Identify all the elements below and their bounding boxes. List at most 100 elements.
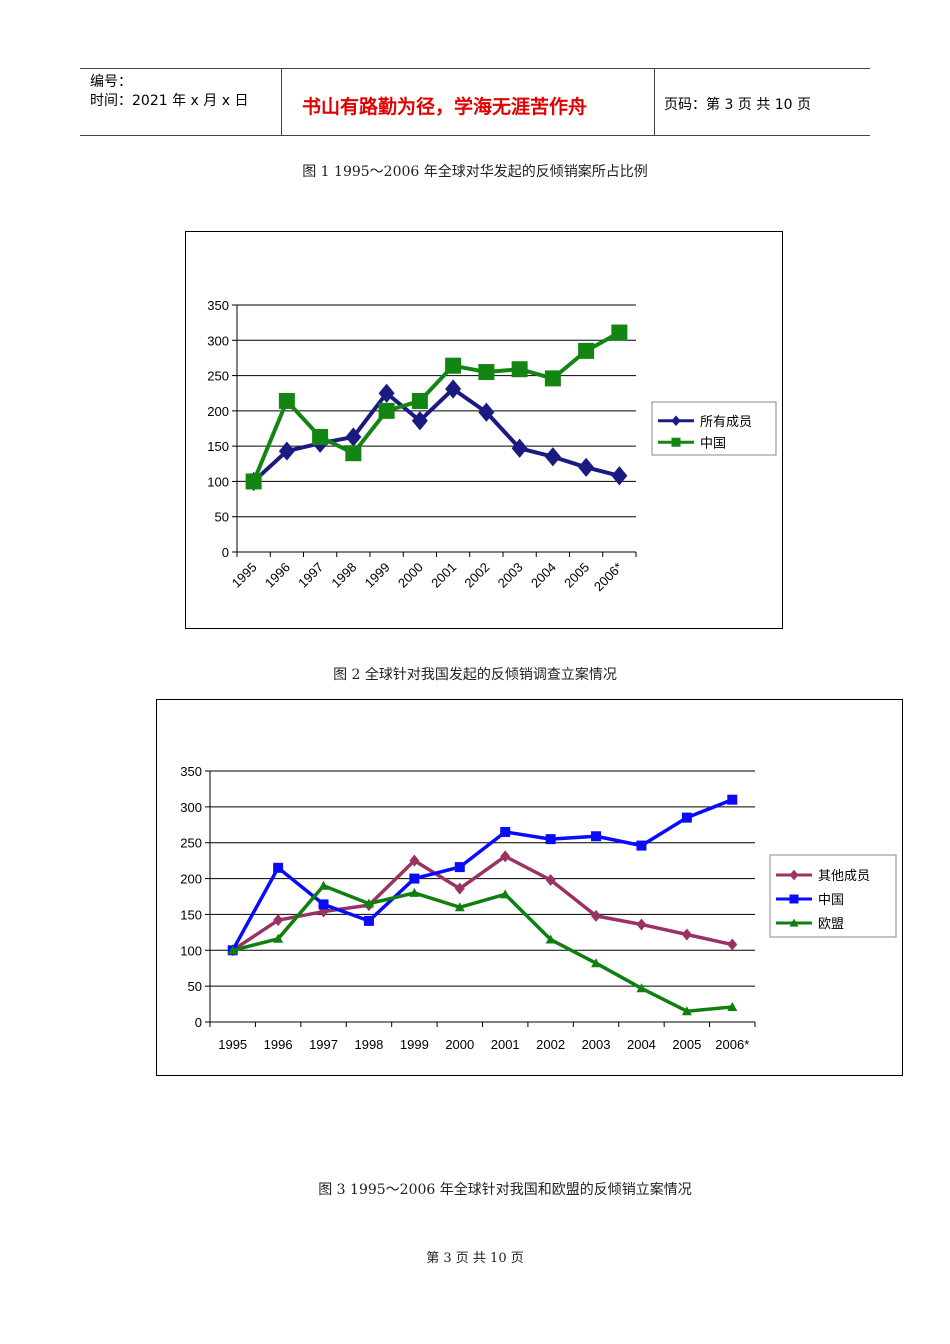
y-tick-label: 250 <box>207 369 229 384</box>
marker <box>591 909 602 922</box>
marker <box>611 324 628 341</box>
marker <box>478 364 495 381</box>
x-tick-label: 2000 <box>445 1037 474 1052</box>
x-tick-label: 1997 <box>309 1037 338 1052</box>
marker <box>273 914 284 927</box>
marker <box>636 840 647 851</box>
marker <box>312 428 329 445</box>
motto: 书山有路勤为径，学海无涯苦作舟 <box>302 96 588 118</box>
marker <box>681 1006 692 1016</box>
marker <box>454 862 465 873</box>
marker <box>318 899 329 910</box>
y-tick-label: 350 <box>180 764 202 779</box>
x-tick-label: 2005 <box>672 1037 701 1052</box>
y-tick-label: 50 <box>188 979 202 994</box>
marker <box>500 826 511 837</box>
y-tick-label: 300 <box>207 333 229 348</box>
marker <box>245 473 262 490</box>
marker <box>500 850 511 863</box>
header-rule-bottom <box>80 135 870 136</box>
marker <box>345 445 362 462</box>
footer: 第 3 页 共 10 页 <box>426 1251 524 1266</box>
legend-label: 其他成员 <box>818 868 870 883</box>
marker <box>591 831 602 842</box>
marker <box>318 880 329 890</box>
marker <box>454 882 465 895</box>
marker <box>409 873 420 884</box>
x-tick-label: 2004 <box>627 1037 656 1052</box>
marker <box>789 918 799 927</box>
legend-label: 所有成员 <box>700 414 752 429</box>
marker <box>636 918 647 931</box>
y-tick-label: 150 <box>207 439 229 454</box>
caption: 图 3 1995～2006 年全球针对我国和欧盟的反倾销立案情况 <box>318 1182 692 1198</box>
legend-label: 欧盟 <box>818 916 844 931</box>
marker <box>378 383 395 403</box>
marker <box>591 958 602 968</box>
marker <box>273 862 284 873</box>
y-tick-label: 0 <box>222 545 229 560</box>
marker <box>227 945 238 955</box>
x-tick-label: 2003 <box>582 1037 611 1052</box>
marker <box>378 402 395 419</box>
marker <box>727 794 738 805</box>
marker <box>681 928 692 941</box>
marker <box>511 438 528 458</box>
x-tick-label: 2001 <box>491 1037 520 1052</box>
marker <box>409 887 420 897</box>
marker <box>500 889 511 899</box>
header-rule-top <box>80 68 870 69</box>
x-tick-label: 1995 <box>218 1037 247 1052</box>
caption: 图 2 全球针对我国发起的反倾销调查立案情况 <box>333 667 617 683</box>
marker <box>545 934 556 944</box>
legend-label: 中国 <box>818 892 844 907</box>
y-tick-label: 200 <box>180 872 202 887</box>
marker <box>681 812 692 823</box>
page-info: 页码：第 3 页 共 10 页 <box>664 97 811 113</box>
y-tick-label: 200 <box>207 404 229 419</box>
series-line <box>231 854 733 952</box>
marker <box>273 933 284 943</box>
marker <box>727 938 738 951</box>
marker <box>454 902 465 912</box>
marker <box>445 357 462 374</box>
marker <box>363 898 374 908</box>
marker <box>578 457 595 477</box>
header-divider <box>281 68 282 135</box>
header-divider <box>654 68 655 135</box>
marker <box>789 869 799 881</box>
marker <box>363 915 374 926</box>
y-tick-label: 300 <box>180 800 202 815</box>
marker <box>636 983 647 993</box>
y-tick-label: 250 <box>180 836 202 851</box>
marker <box>578 342 595 359</box>
marker <box>789 894 799 904</box>
x-tick-label: 2002 <box>536 1037 565 1052</box>
x-tick-label: 2006* <box>715 1037 749 1052</box>
doc-number: 编号： <box>90 74 132 90</box>
doc-time: 时间：2021 年 x 月 x 日 <box>90 93 249 109</box>
marker <box>411 392 428 409</box>
y-tick-label: 50 <box>215 510 229 525</box>
y-tick-label: 100 <box>180 943 202 958</box>
marker <box>544 370 561 387</box>
y-tick-label: 150 <box>180 907 202 922</box>
marker <box>545 874 556 887</box>
x-tick-label: 1998 <box>354 1037 383 1052</box>
marker <box>727 1001 738 1011</box>
y-tick-label: 0 <box>195 1015 202 1030</box>
y-tick-label: 350 <box>207 298 229 313</box>
marker <box>671 437 681 447</box>
marker <box>545 834 556 845</box>
marker <box>278 392 295 409</box>
series-line <box>231 798 733 952</box>
marker <box>345 427 362 447</box>
series-line <box>232 883 733 1013</box>
caption: 图 1 1995～2006 年全球对华发起的反倾销案所占比例 <box>302 164 648 180</box>
y-tick-label: 100 <box>207 474 229 489</box>
x-tick-label: 1996 <box>264 1037 293 1052</box>
legend-label: 中国 <box>700 435 726 450</box>
